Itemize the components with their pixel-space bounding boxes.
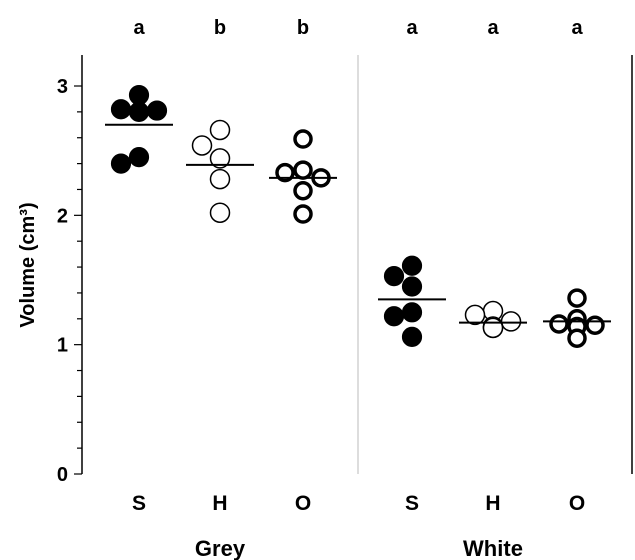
data-point (110, 99, 132, 120)
data-point (383, 266, 405, 287)
data-point (401, 255, 423, 276)
significance-letter: a (406, 17, 418, 39)
data-point (128, 101, 150, 122)
data-point (293, 160, 313, 180)
data-point (128, 84, 150, 106)
data-point (549, 314, 569, 334)
data-point (110, 153, 132, 174)
significance-letter: a (571, 17, 583, 39)
significance-letter: b (214, 17, 226, 39)
data-point (500, 311, 522, 332)
x-group-label: White (463, 536, 523, 560)
y-tick-label: 0 (57, 464, 68, 486)
data-point (209, 119, 231, 141)
data-point (401, 302, 423, 323)
x-category-label: H (212, 492, 227, 515)
data-point (209, 148, 231, 169)
data-point (209, 202, 231, 223)
axes (74, 55, 633, 475)
data-point (482, 317, 504, 339)
data-point (464, 304, 486, 326)
chart-marks (105, 84, 611, 348)
y-tick-label: 2 (57, 205, 68, 227)
data-point (128, 147, 150, 168)
data-point (275, 162, 295, 183)
x-category-label: O (569, 492, 585, 515)
y-axis-label: Volume (cm³) (17, 202, 39, 327)
data-point (401, 326, 423, 348)
data-point (191, 135, 213, 156)
data-point (567, 288, 587, 308)
x-category-label: S (132, 492, 146, 515)
y-tick-label: 3 (57, 76, 68, 98)
x-category-label: S (405, 492, 419, 515)
significance-letter: a (487, 17, 499, 39)
data-point (293, 204, 313, 224)
data-point (293, 181, 313, 201)
significance-letter: b (297, 17, 309, 39)
x-category-label: H (485, 492, 500, 515)
x-group-label: Grey (195, 536, 246, 560)
chart-labels: 0 1 2 3 a Sb Hb Oa Sa Ha O Grey White (57, 17, 585, 560)
y-tick-label: 1 (57, 335, 68, 357)
data-point (293, 129, 313, 149)
data-point (567, 328, 587, 348)
data-point (585, 315, 605, 336)
data-point (146, 100, 168, 121)
data-point (383, 306, 405, 327)
data-point (401, 276, 423, 297)
data-point (209, 168, 231, 190)
significance-letter: a (133, 17, 145, 39)
x-category-label: O (295, 492, 311, 515)
